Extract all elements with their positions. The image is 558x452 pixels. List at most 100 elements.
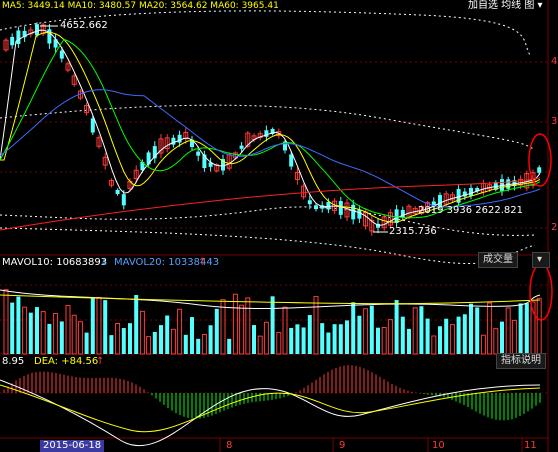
candle-body-up xyxy=(65,63,71,71)
high-price-label: 4652.662 xyxy=(60,20,108,31)
volume-bar-down xyxy=(270,296,275,354)
candle-body-up xyxy=(301,185,307,198)
candle-body-up xyxy=(276,131,282,137)
mavol10-line xyxy=(0,289,541,310)
envelope-bands xyxy=(0,10,536,265)
volume-bar-up xyxy=(276,332,282,355)
candle-body-down xyxy=(190,139,194,147)
month-label-11: 11 xyxy=(524,440,537,451)
volume-bar-down xyxy=(196,338,201,354)
volume-bar-down xyxy=(134,295,139,354)
macd-dea-label: DEA: +84.56 xyxy=(34,356,99,367)
volume-bar-down xyxy=(214,308,219,354)
volume-bar-down xyxy=(326,332,331,354)
ma-values-header: MA5: 3449.14 MA10: 3480.57 MA20: 3564.62… xyxy=(2,1,279,11)
low-price-label: 2315.736 xyxy=(389,226,437,237)
volume-bar-up xyxy=(220,299,226,355)
candle-body-up xyxy=(40,24,46,35)
candle-body-down xyxy=(146,152,151,165)
volume-bar-down xyxy=(438,326,442,354)
mavol20-up-arrow-icon: ↑ xyxy=(198,257,207,268)
month-label-9: 9 xyxy=(339,440,346,451)
candle-body-down xyxy=(512,180,517,187)
volume-bar-down xyxy=(351,302,356,354)
candle-body-down xyxy=(456,188,461,203)
candle-body-up xyxy=(369,219,375,232)
volume-bar-up xyxy=(65,305,71,355)
volume-bar-up xyxy=(387,319,393,355)
candle-body-up xyxy=(381,216,387,229)
moving-average-lines xyxy=(0,29,541,231)
candlestick-series xyxy=(3,22,542,236)
volume-bar-down xyxy=(469,303,473,354)
month-label-10: 10 xyxy=(432,440,445,451)
volume-bar-up xyxy=(139,310,145,355)
volume-bar-up xyxy=(177,308,183,355)
volume-bar-down xyxy=(301,327,306,354)
candle-body-down xyxy=(376,223,380,228)
volume-bar-up xyxy=(487,302,493,355)
volume-bar-down xyxy=(307,315,312,354)
ma120-line xyxy=(0,177,541,231)
candle-body-down xyxy=(469,187,473,196)
volume-bar-up xyxy=(257,335,263,355)
volume-bar-up xyxy=(232,293,238,355)
candle-body-down xyxy=(10,36,15,46)
candle-body-up xyxy=(344,202,350,218)
candle-body-down xyxy=(53,39,58,48)
volume-bar-down xyxy=(394,300,399,354)
candle-body-down xyxy=(326,201,331,210)
volume-bar-up xyxy=(282,306,288,355)
candle-body-down xyxy=(462,191,467,197)
volume-bar-down xyxy=(345,320,349,354)
candle-body-down xyxy=(115,189,120,195)
volume-bar-up xyxy=(511,319,517,355)
candle-body-down xyxy=(221,159,225,171)
chart-tools-menu[interactable]: 加自选 均线 图 ▾ xyxy=(468,0,543,11)
volume-bar-up xyxy=(22,306,28,355)
volume-bar-up xyxy=(239,304,245,355)
indicator-help-button[interactable]: 指标说明 xyxy=(496,353,546,369)
volume-bar-down xyxy=(159,325,163,354)
candle-body-down xyxy=(208,162,213,167)
volume-bar-up xyxy=(146,336,152,355)
volume-bar-down xyxy=(152,331,157,354)
volume-indicator-button[interactable]: 成交量 xyxy=(478,252,518,268)
volume-bar-up xyxy=(77,321,83,355)
volume-bar-down xyxy=(109,335,114,354)
volume-bar-down xyxy=(10,302,15,354)
volume-bar-up xyxy=(381,327,387,355)
volume-bar-down xyxy=(376,327,380,354)
candle-body-up xyxy=(3,39,9,51)
volume-bar-down xyxy=(295,324,300,354)
candle-body-down xyxy=(35,24,39,36)
candle-body-down xyxy=(537,167,542,173)
candle-body-down xyxy=(47,29,52,44)
volume-bar-down xyxy=(444,318,449,354)
candle-body-up xyxy=(96,137,102,147)
candle-body-down xyxy=(338,201,343,215)
candle-body-down xyxy=(506,179,511,189)
volume-bar-down xyxy=(128,323,132,354)
volume-bar-down xyxy=(407,328,411,354)
candle-body-down xyxy=(400,209,405,218)
volume-bar-down xyxy=(165,315,170,354)
volume-bar-down xyxy=(289,327,294,354)
candle-body-up xyxy=(102,156,108,166)
mavol10-down-arrow-icon: ↓ xyxy=(100,257,109,268)
volume-bar-down xyxy=(357,315,362,354)
volume-bar-down xyxy=(332,324,337,354)
mid-upper-band xyxy=(0,104,536,151)
volume-bar-up xyxy=(71,314,77,355)
volume-bar-down xyxy=(227,338,232,354)
volume-bar-down xyxy=(84,332,89,354)
candle-body-down xyxy=(431,201,436,207)
candle-body-up xyxy=(387,212,393,226)
volume-bar-down xyxy=(59,321,64,354)
candle-body-down xyxy=(177,134,182,143)
volume-bar-up xyxy=(449,324,455,355)
volume-dropdown-icon[interactable]: ▾ xyxy=(532,252,550,268)
volume-bar-down xyxy=(419,306,424,354)
volume-bar-down xyxy=(121,328,126,354)
volume-bar-up xyxy=(3,289,9,355)
